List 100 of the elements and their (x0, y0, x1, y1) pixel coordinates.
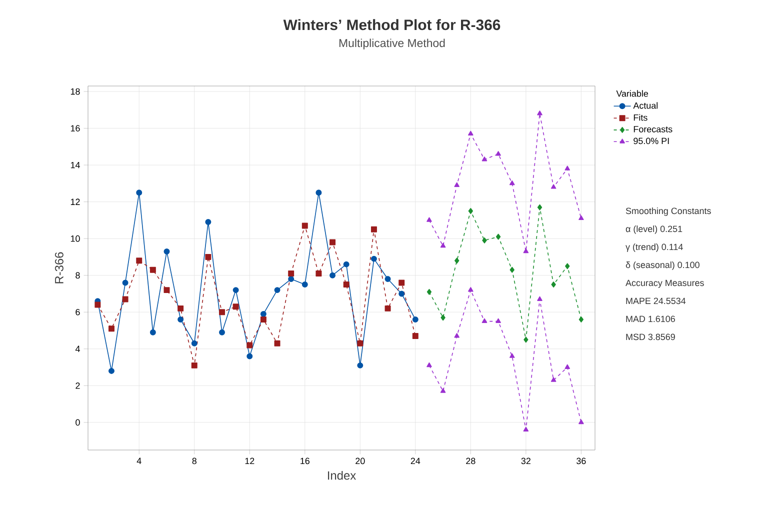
point (440, 242, 446, 248)
point (482, 156, 488, 162)
point (578, 215, 584, 220)
legend-label: 95.0% PI (634, 138, 669, 144)
point (164, 248, 170, 254)
point (164, 287, 170, 294)
point (246, 342, 253, 348)
point (191, 362, 198, 368)
point (523, 426, 529, 432)
point (524, 336, 528, 343)
x-tick-label: 4 (136, 458, 142, 464)
text: MAPE 24.5534 (626, 298, 686, 304)
text: Accuracy Measures (626, 280, 704, 288)
point (150, 266, 156, 273)
y-tick-label: 4 (75, 346, 80, 352)
point (260, 316, 266, 322)
y-tick-label: 14 (70, 162, 80, 168)
y-tick-label: 16 (70, 125, 80, 132)
point (370, 256, 377, 262)
point (496, 318, 501, 324)
point (384, 276, 391, 282)
point (537, 204, 542, 210)
point (191, 340, 198, 346)
point (564, 364, 570, 369)
x-tick-label: 12 (245, 458, 254, 464)
x-tick-label: 16 (300, 458, 310, 464)
point (454, 182, 460, 187)
point (468, 287, 474, 292)
legend-label: Forecasts (634, 126, 672, 132)
point (454, 258, 460, 264)
point (232, 287, 239, 294)
legend-title: Variable (616, 90, 648, 97)
text: Smoothing Constants (626, 207, 711, 216)
point (260, 310, 266, 317)
point (178, 305, 184, 312)
point (150, 329, 156, 336)
legend-label: Actual (633, 102, 658, 109)
x-axis-title: Index (328, 470, 356, 480)
point (370, 226, 377, 232)
point (398, 280, 405, 286)
point (94, 302, 101, 308)
point (565, 263, 570, 270)
point (302, 282, 308, 288)
point (274, 287, 280, 294)
point (440, 314, 446, 321)
x-tick-label: 28 (466, 458, 476, 464)
point (288, 270, 294, 276)
y-tick-label: 8 (76, 272, 80, 279)
point (302, 222, 308, 229)
point (246, 353, 253, 360)
y-tick-label: 0 (76, 419, 80, 426)
point (496, 234, 501, 240)
point (550, 184, 556, 189)
point (357, 340, 364, 346)
point (274, 340, 280, 346)
point (412, 333, 418, 340)
text: MAD 1.6106 (626, 316, 675, 322)
point (578, 316, 584, 322)
text: α (level) 0.251 (626, 225, 682, 234)
legend-label: Fits (634, 114, 648, 121)
point (384, 305, 391, 312)
point (510, 266, 514, 273)
point (122, 296, 128, 302)
point (482, 237, 487, 244)
point (398, 290, 405, 297)
point (330, 239, 336, 246)
y-tick-label: 6 (76, 308, 80, 316)
chart-subtitle: Multiplicative Method (339, 38, 445, 50)
point (122, 280, 128, 286)
x-tick-label: 8 (192, 458, 196, 464)
point (468, 130, 474, 136)
x-tick-label: 32 (521, 458, 530, 464)
point (219, 329, 225, 336)
point (426, 362, 432, 368)
text: MSD 3.8569 (626, 334, 675, 340)
point (412, 316, 418, 322)
point (426, 217, 432, 222)
chart-title: Winters’ Method Plot for R-366 (283, 19, 500, 30)
x-tick-label: 20 (356, 458, 365, 464)
point (136, 190, 142, 196)
point (578, 419, 584, 424)
point (330, 272, 336, 278)
text: δ (seasonal) 0.100 (626, 261, 700, 270)
y-tick-label: 12 (70, 198, 80, 205)
point (108, 326, 114, 332)
point (509, 353, 515, 358)
y-tick-label: 18 (70, 88, 80, 95)
point (537, 296, 542, 301)
point (343, 261, 350, 268)
text: γ (trend) 0.114 (626, 243, 683, 252)
point (523, 248, 529, 254)
y-tick-label: 2 (76, 382, 80, 389)
point (551, 282, 556, 288)
point (509, 180, 515, 186)
point (564, 166, 570, 170)
point (454, 333, 460, 338)
point (357, 362, 364, 368)
point (343, 282, 350, 288)
point (136, 258, 142, 264)
x-tick-label: 36 (576, 458, 586, 464)
